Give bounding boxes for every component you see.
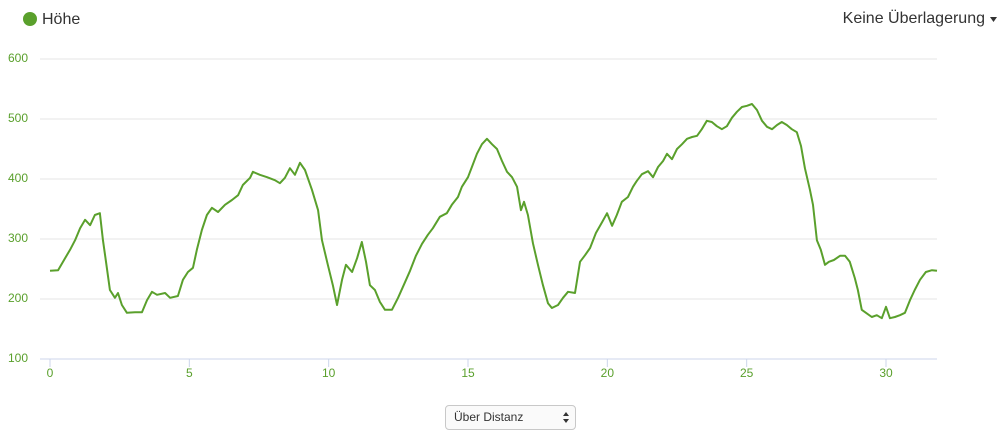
x-mode-select[interactable]: Über Distanz [445, 405, 576, 430]
y-tick-label: 500 [8, 111, 28, 125]
chart: Höhe Keine Überlagerung 1002003004005006… [8, 9, 997, 380]
dropdown-arrow[interactable] [990, 17, 997, 22]
elevation-line [49, 103, 938, 320]
y-tick-label: 200 [8, 291, 28, 305]
legend-label: Höhe [42, 11, 80, 28]
legend-marker [23, 12, 37, 26]
overlay-dropdown[interactable]: Keine Überlagerung [843, 9, 985, 27]
y-tick-label: 300 [8, 231, 28, 245]
y-tick-label: 600 [8, 51, 28, 65]
x-tick-label: 20 [601, 366, 615, 380]
x-tick-label: 25 [740, 366, 754, 380]
x-tick-label: 0 [47, 366, 54, 380]
y-tick-label: 100 [8, 351, 28, 365]
y-tick-label: 400 [8, 171, 28, 185]
x-tick-label: 5 [186, 366, 193, 380]
x-tick-label: 30 [879, 366, 893, 380]
x-tick-label: 15 [461, 366, 475, 380]
x-tick-label: 10 [322, 366, 336, 380]
